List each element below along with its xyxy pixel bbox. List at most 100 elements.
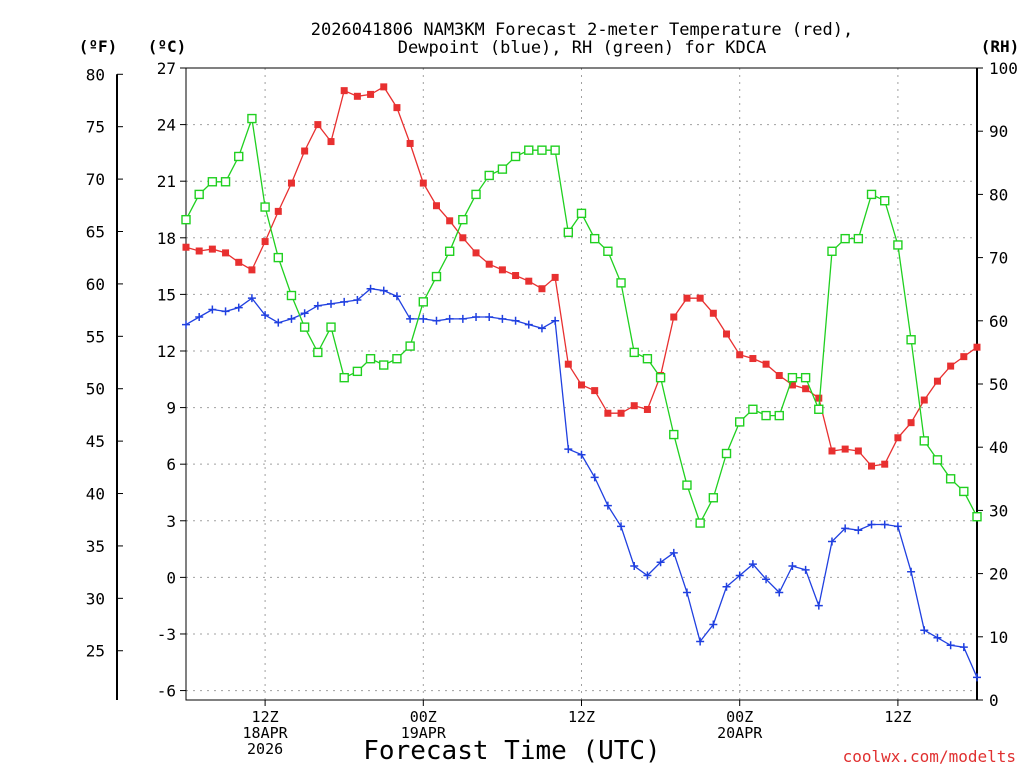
- rh-point: [959, 486, 969, 497]
- temperature-point: [775, 372, 783, 380]
- dewpoint-point: [959, 643, 968, 652]
- rh-point: [339, 372, 349, 383]
- x-tick-label: 12Z: [252, 708, 279, 726]
- dewpoint-point: [880, 520, 889, 529]
- dewpoint-point: [261, 311, 270, 320]
- rh-unit-label: (RH): [981, 37, 1020, 56]
- rh-point: [774, 410, 784, 421]
- rh-point: [616, 278, 626, 288]
- temperature-point: [367, 90, 375, 98]
- rh-point: [260, 202, 270, 212]
- dewpoint-point: [406, 314, 415, 323]
- rh-point: [695, 518, 705, 528]
- temperature-point: [446, 217, 454, 225]
- rh-point: [234, 151, 244, 162]
- dewpoint-point: [511, 316, 520, 325]
- chart-title-line-2: Dewpoint (blue), RH (green) for KDCA: [398, 38, 766, 58]
- fahrenheit-tick-label: 80: [86, 65, 105, 84]
- dewpoint-point: [788, 562, 797, 571]
- dewpoint-point: [287, 314, 296, 323]
- temperature-point: [393, 104, 401, 112]
- celsius-tick-label: 0: [166, 568, 176, 587]
- temperature-point: [498, 266, 506, 274]
- rh-point: [181, 214, 191, 225]
- temperature-point: [248, 266, 256, 274]
- dewpoint-point: [893, 522, 902, 531]
- rh-point: [945, 474, 956, 484]
- temperature-point: [551, 273, 559, 281]
- dewpoint-point: [392, 292, 401, 301]
- temperature-point: [538, 285, 546, 293]
- x-tick-label: 2026: [247, 740, 283, 758]
- dewpoint-point: [867, 520, 876, 529]
- dewpoint-point: [762, 575, 771, 584]
- temperature-point: [380, 83, 388, 91]
- rh-point: [418, 297, 428, 307]
- series-dewpoint: [182, 284, 981, 682]
- fahrenheit-tick-label: 55: [86, 327, 105, 346]
- rh-point: [669, 429, 679, 440]
- dewpoint-point: [458, 314, 467, 323]
- dewpoint-point: [669, 548, 678, 557]
- rh-point: [431, 271, 442, 282]
- rh-point: [405, 341, 415, 351]
- celsius-tick-label: 18: [157, 229, 176, 248]
- temperature-point: [670, 313, 678, 321]
- rh-point: [721, 448, 732, 459]
- rh-tick-label: 60: [989, 312, 1008, 331]
- rh-tick-label: 70: [989, 249, 1008, 268]
- celsius-unit-label: (ºC): [148, 37, 187, 56]
- temperature-point: [749, 355, 757, 363]
- temperature-point: [762, 360, 770, 368]
- temperature-point: [459, 234, 467, 242]
- rh-point: [471, 189, 481, 200]
- dewpoint-point: [274, 318, 283, 327]
- rh-point: [524, 145, 534, 155]
- fahrenheit-tick-label: 75: [86, 118, 105, 137]
- x-axis-label: Forecast Time (UTC): [363, 736, 660, 766]
- rh-point: [247, 113, 257, 124]
- rh-point: [207, 177, 218, 187]
- rh-point: [299, 322, 310, 332]
- dewpoint-point: [748, 560, 757, 569]
- watermark: coolwx.com/modelts: [843, 747, 1016, 766]
- celsius-tick-label: 3: [166, 512, 176, 531]
- rh-tick-label: 90: [989, 122, 1008, 141]
- dewpoint-point: [379, 286, 388, 295]
- dewpoint-point: [801, 565, 810, 574]
- dewpoint-point: [643, 571, 652, 580]
- temperature-point: [802, 385, 810, 393]
- dewpoint-point: [313, 301, 322, 310]
- rh-tick-label: 100: [989, 59, 1018, 78]
- temperature-point: [564, 360, 572, 368]
- temperature-point: [485, 260, 493, 268]
- temperature-point: [512, 272, 520, 280]
- dewpoint-point: [709, 620, 718, 629]
- temperature-point: [419, 179, 427, 187]
- temperature-point: [933, 377, 941, 385]
- rh-point: [589, 233, 600, 244]
- series-2-meter-temperature: [182, 83, 981, 470]
- temperature-point: [683, 294, 691, 302]
- dewpoint-point: [340, 297, 349, 306]
- temperature-point: [604, 409, 612, 417]
- rh-point: [906, 335, 916, 345]
- rh-point: [286, 290, 297, 301]
- dewpoint-point: [735, 571, 744, 580]
- rh-tick-label: 10: [989, 628, 1008, 647]
- fahrenheit-tick-label: 50: [86, 380, 105, 399]
- rh-point: [853, 233, 864, 244]
- dewpoint-point: [300, 309, 309, 318]
- dewpoint-point: [182, 320, 190, 329]
- temperature-point: [920, 396, 928, 404]
- x-tick-label: 18APR: [243, 724, 289, 742]
- dewpoint-point: [590, 473, 599, 482]
- temperature-point: [274, 207, 282, 215]
- fahrenheit-tick-label: 65: [86, 223, 105, 242]
- temperature-point: [723, 330, 731, 338]
- temperature-point: [208, 245, 216, 253]
- dewpoint-point: [933, 633, 942, 642]
- celsius-tick-label: 24: [157, 116, 176, 135]
- fahrenheit-tick-label: 40: [86, 485, 105, 504]
